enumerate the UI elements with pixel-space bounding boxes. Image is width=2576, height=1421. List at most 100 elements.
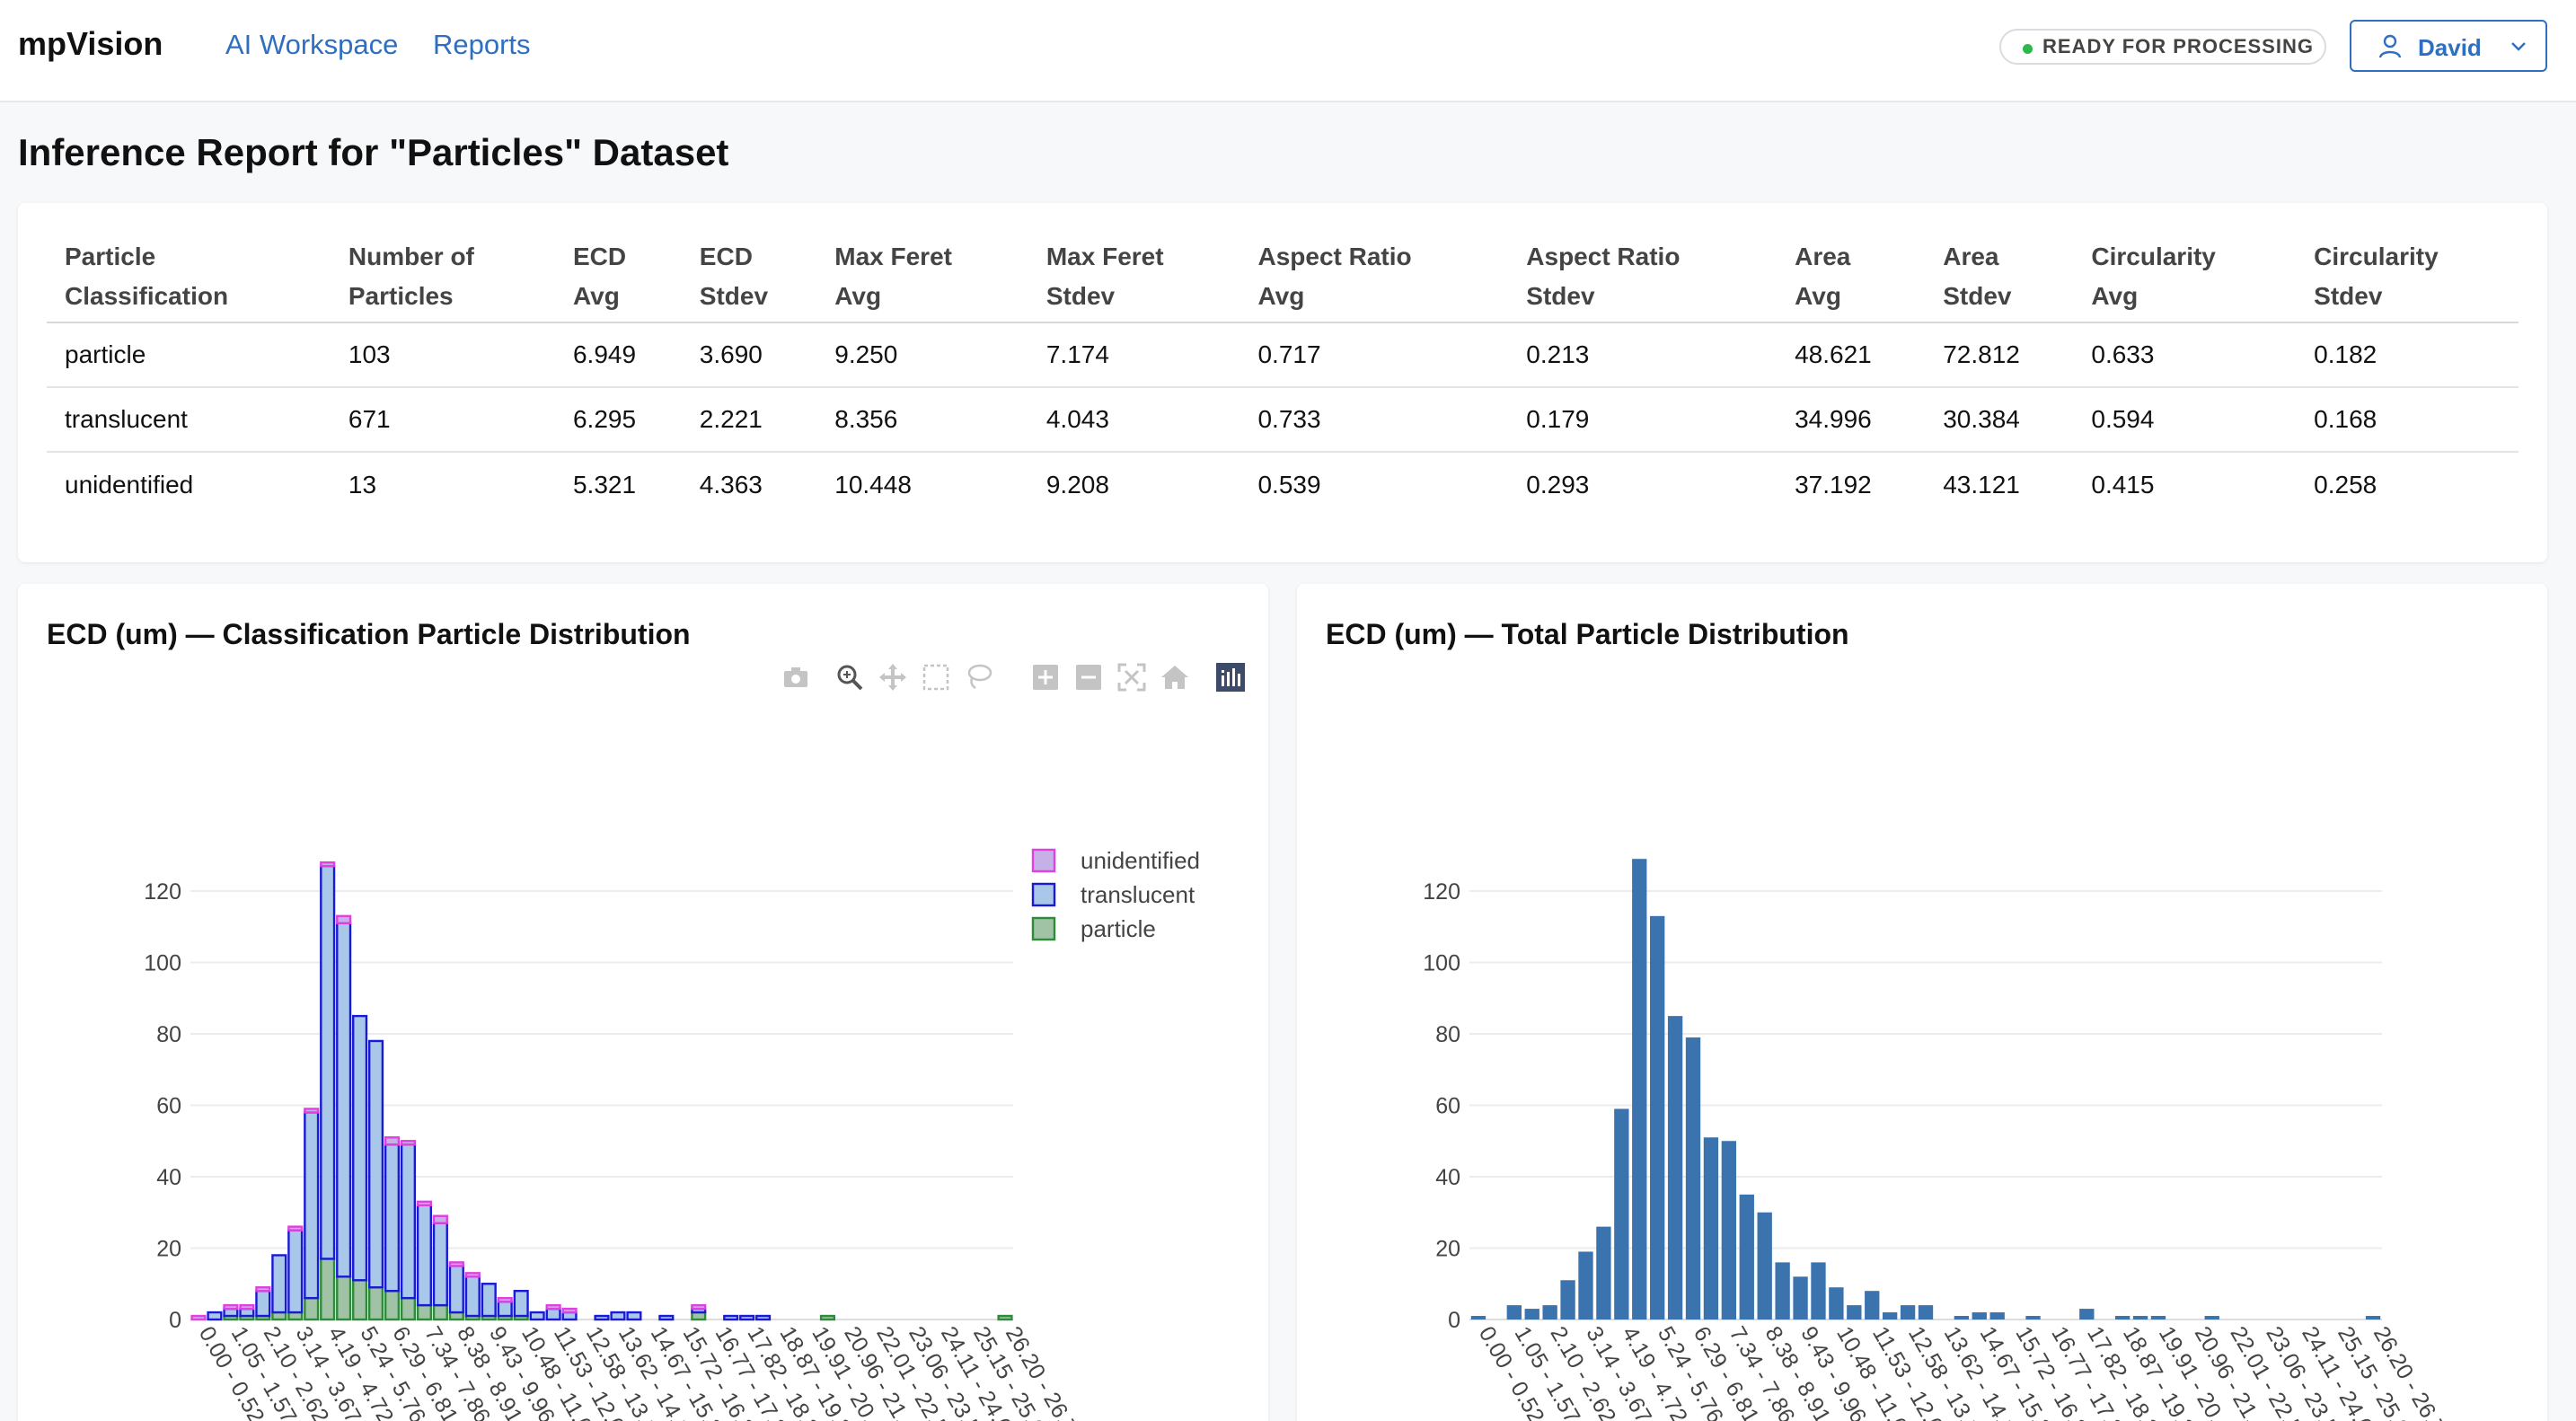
bar-total[interactable]: [1793, 1276, 1808, 1320]
brand-logo[interactable]: mpVision: [18, 25, 163, 62]
bar-total[interactable]: [1865, 1291, 1880, 1320]
bar-translucent[interactable]: [610, 1311, 626, 1321]
bar-total[interactable]: [1560, 1280, 1575, 1320]
legend-swatch-translucent[interactable]: [1031, 882, 1056, 907]
bar-translucent[interactable]: [207, 1311, 223, 1321]
bar-total[interactable]: [2204, 1316, 2219, 1320]
bar-total[interactable]: [1989, 1312, 2005, 1320]
bar-unidentified[interactable]: [384, 1136, 401, 1146]
bar-total[interactable]: [1596, 1226, 1611, 1320]
bar-translucent[interactable]: [400, 1143, 417, 1300]
bar-total[interactable]: [1829, 1287, 1844, 1320]
bar-total[interactable]: [1614, 1108, 1629, 1320]
legend-swatch-unidentified[interactable]: [1031, 848, 1056, 873]
bar-unidentified[interactable]: [691, 1303, 707, 1311]
autoscale-icon[interactable]: [1116, 661, 1148, 693]
nav-reports[interactable]: Reports: [433, 29, 531, 60]
bar-total[interactable]: [2150, 1316, 2166, 1320]
bar-translucent[interactable]: [255, 1290, 271, 1318]
bar-translucent[interactable]: [529, 1311, 545, 1321]
bar-total[interactable]: [1900, 1305, 1916, 1320]
bar-total[interactable]: [1739, 1194, 1754, 1320]
bar-translucent[interactable]: [384, 1143, 401, 1293]
plotly-logo-icon[interactable]: [1214, 661, 1247, 693]
bar-unidentified[interactable]: [190, 1314, 207, 1321]
bar-translucent[interactable]: [658, 1314, 675, 1321]
bar-translucent[interactable]: [287, 1229, 304, 1314]
bar-total[interactable]: [2114, 1316, 2130, 1320]
bar-particle[interactable]: [320, 1258, 336, 1321]
bar-translucent[interactable]: [755, 1314, 772, 1321]
bar-total[interactable]: [2365, 1316, 2381, 1320]
bar-total[interactable]: [2132, 1316, 2148, 1320]
legend-label-particle[interactable]: particle: [1081, 915, 1156, 942]
bar-unidentified[interactable]: [448, 1261, 464, 1267]
bar-total[interactable]: [2025, 1316, 2041, 1320]
bar-total[interactable]: [1542, 1305, 1557, 1320]
bar-particle[interactable]: [352, 1279, 368, 1321]
bar-unidentified[interactable]: [287, 1225, 304, 1231]
bar-translucent[interactable]: [545, 1307, 561, 1321]
bar-particle[interactable]: [304, 1296, 320, 1321]
bar-translucent[interactable]: [594, 1314, 610, 1321]
bar-total[interactable]: [1847, 1305, 1862, 1320]
reset-axes-icon[interactable]: [1159, 661, 1191, 693]
bar-total[interactable]: [1757, 1212, 1772, 1320]
bar-particle[interactable]: [367, 1286, 384, 1321]
bar-unidentified[interactable]: [497, 1296, 513, 1303]
bar-translucent[interactable]: [416, 1204, 432, 1307]
bar-translucent[interactable]: [320, 864, 336, 1260]
bar-total[interactable]: [1703, 1137, 1719, 1320]
bar-total[interactable]: [1685, 1037, 1701, 1320]
bar-unidentified[interactable]: [304, 1108, 320, 1114]
bar-translucent[interactable]: [448, 1265, 464, 1314]
bar-total[interactable]: [1470, 1316, 1486, 1320]
bar-unidentified[interactable]: [336, 914, 352, 924]
bar-translucent[interactable]: [626, 1311, 642, 1321]
bar-translucent[interactable]: [513, 1290, 529, 1318]
bar-total[interactable]: [2079, 1309, 2095, 1320]
bar-total[interactable]: [1918, 1305, 1934, 1320]
zoom-icon[interactable]: [834, 661, 866, 693]
bar-unidentified[interactable]: [561, 1307, 578, 1314]
bar-total[interactable]: [1721, 1141, 1737, 1320]
bar-translucent[interactable]: [336, 922, 352, 1278]
bar-total[interactable]: [1954, 1316, 1970, 1320]
user-menu-button[interactable]: David: [2350, 20, 2547, 72]
bar-translucent[interactable]: [352, 1014, 368, 1282]
bar-translucent[interactable]: [304, 1111, 320, 1300]
bar-total[interactable]: [1667, 1016, 1683, 1320]
bar-unidentified[interactable]: [223, 1303, 239, 1311]
bar-total[interactable]: [1578, 1251, 1593, 1320]
bar-unidentified[interactable]: [255, 1286, 271, 1293]
bar-translucent[interactable]: [723, 1314, 739, 1321]
bar-total[interactable]: [1650, 915, 1665, 1320]
bar-translucent[interactable]: [367, 1039, 384, 1289]
bar-translucent[interactable]: [481, 1283, 497, 1318]
bar-particle[interactable]: [416, 1303, 432, 1321]
bar-unidentified[interactable]: [400, 1140, 417, 1146]
bar-unidentified[interactable]: [545, 1303, 561, 1311]
bar-particle[interactable]: [819, 1314, 836, 1321]
legend-swatch-particle[interactable]: [1031, 916, 1056, 941]
nav-ai-workspace[interactable]: AI Workspace: [225, 29, 399, 60]
bar-translucent[interactable]: [739, 1314, 755, 1321]
legend-label-translucent[interactable]: translucent: [1081, 881, 1195, 908]
bar-total[interactable]: [1775, 1262, 1790, 1320]
bar-unidentified[interactable]: [416, 1200, 432, 1207]
bar-total[interactable]: [1632, 859, 1647, 1320]
zoom-in-icon[interactable]: [1029, 661, 1062, 693]
bar-translucent[interactable]: [497, 1300, 513, 1318]
bar-translucent[interactable]: [432, 1222, 448, 1307]
bar-total[interactable]: [1811, 1262, 1826, 1320]
bar-particle[interactable]: [400, 1296, 417, 1321]
bar-unidentified[interactable]: [239, 1303, 255, 1311]
bar-total[interactable]: [1506, 1305, 1522, 1320]
bar-particle[interactable]: [432, 1303, 448, 1321]
legend-label-unidentified[interactable]: unidentified: [1081, 847, 1200, 874]
bar-unidentified[interactable]: [320, 861, 336, 868]
bar-particle[interactable]: [997, 1314, 1013, 1321]
lasso-select-icon[interactable]: [963, 661, 995, 693]
